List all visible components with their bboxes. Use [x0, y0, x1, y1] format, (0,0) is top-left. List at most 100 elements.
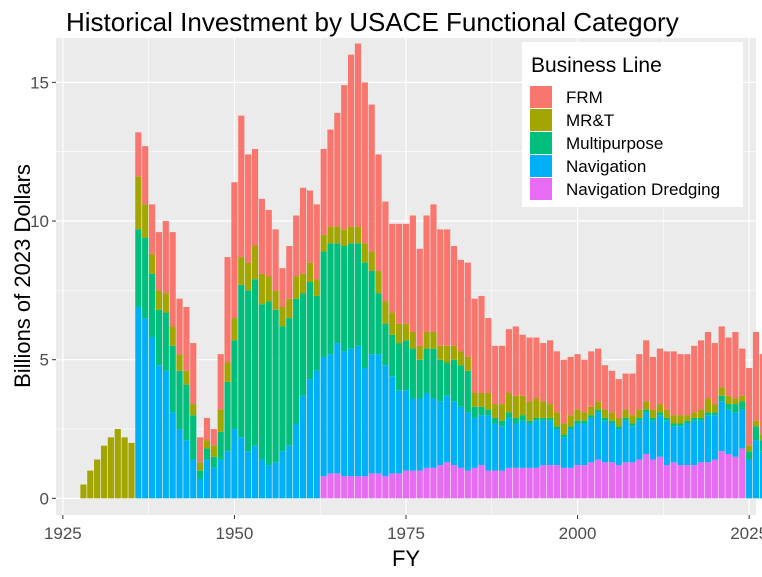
legend-key [530, 132, 552, 154]
bar-segment [691, 465, 698, 499]
bar-segment [114, 429, 121, 499]
bar-segment [210, 456, 217, 468]
bar-segment [306, 190, 314, 263]
bar-segment [389, 473, 396, 499]
bar-segment [629, 415, 636, 424]
bar-segment [595, 401, 602, 410]
bar-segment [183, 370, 190, 385]
bar-segment [190, 404, 197, 416]
bar-segment [601, 365, 609, 410]
bar-segment [725, 337, 732, 396]
legend: Business Line FRM MR&T Multipurpose Navigat… [522, 42, 743, 207]
bar-segment [656, 456, 664, 499]
bar-segment [560, 467, 567, 499]
bar-segment [327, 354, 334, 474]
bar-segment [450, 345, 458, 360]
bar-segment [142, 318, 149, 499]
bar-segment [354, 476, 362, 499]
bar-segment [711, 415, 718, 460]
legend-label: Multipurpose [566, 134, 663, 153]
bar-segment [457, 259, 464, 352]
bar-segment [169, 345, 176, 413]
bar-segment [423, 467, 430, 499]
bar-segment [293, 215, 300, 277]
bar-segment [533, 420, 540, 468]
bar-segment [457, 365, 464, 407]
bar-segment [162, 293, 169, 313]
bar-segment [224, 257, 231, 363]
bar-segment [656, 348, 664, 405]
bar-segment [608, 423, 615, 463]
bar-segment [169, 232, 176, 327]
bar-segment [739, 448, 746, 499]
bar-segment [155, 290, 163, 310]
bar-segment [320, 356, 327, 477]
bar-segment [526, 401, 533, 421]
bar-segment [588, 415, 595, 418]
bar-segment [725, 404, 732, 410]
bar-segment [334, 226, 341, 244]
bar-segment [595, 348, 602, 402]
bar-segment [663, 465, 670, 499]
bar-segment [423, 215, 430, 332]
x-tick-label: 1925 [44, 524, 82, 543]
bar-segment [622, 462, 629, 499]
x-axis-label: FY [392, 546, 420, 571]
bar-segment [430, 398, 437, 468]
bar-segment [588, 406, 595, 416]
bar-segment [512, 395, 519, 418]
bar-segment [272, 309, 279, 463]
bar-segment [183, 440, 190, 499]
bar-segment [649, 417, 657, 421]
bar-segment [759, 434, 762, 441]
bar-segment [135, 229, 142, 308]
bar-segment [169, 326, 176, 346]
bar-segment [588, 351, 595, 407]
bar-segment [334, 243, 341, 344]
bar-segment [732, 331, 739, 399]
bar-segment [464, 412, 471, 471]
bar-segment [581, 412, 588, 421]
bar-segment [581, 359, 588, 413]
bar-segment [299, 187, 307, 274]
bar-segment [238, 284, 245, 438]
legend-key [530, 178, 552, 200]
bar-segment [746, 459, 753, 499]
bar-segment [732, 412, 739, 457]
bar-segment [327, 129, 334, 227]
bar-segment [492, 470, 499, 499]
bar-segment [327, 226, 334, 244]
bar-segment [732, 404, 739, 413]
bar-segment [169, 412, 176, 499]
legend-label: Navigation [566, 157, 646, 176]
bar-segment [759, 451, 762, 499]
bar-segment [485, 392, 492, 410]
bar-segment [286, 445, 293, 499]
bar-segment [176, 298, 183, 355]
bar-segment [663, 351, 670, 410]
bar-segment [299, 395, 307, 499]
bar-segment [162, 221, 169, 294]
bar-segment [505, 467, 513, 499]
bar-segment [615, 417, 622, 427]
bar-segment [526, 467, 533, 499]
bar-segment [368, 473, 375, 499]
bar-segment [423, 392, 430, 468]
bar-segment [210, 429, 217, 446]
bar-segment [547, 417, 554, 421]
bar-segment [444, 229, 451, 346]
bar-segment [389, 312, 396, 335]
bar-segment [375, 154, 382, 271]
bar-segment [437, 465, 444, 499]
bar-segment [341, 245, 348, 352]
bar-segment [464, 370, 471, 413]
bar-segment [409, 398, 416, 471]
bar-segment [643, 453, 650, 499]
bar-segment [190, 459, 197, 499]
y-axis-label: Billions of 2023 Dollars [10, 164, 35, 388]
bar-segment [656, 412, 664, 416]
bar-segment [368, 104, 375, 252]
bar-segment [629, 423, 636, 427]
bar-segment [567, 429, 574, 468]
bar-segment [677, 354, 684, 416]
